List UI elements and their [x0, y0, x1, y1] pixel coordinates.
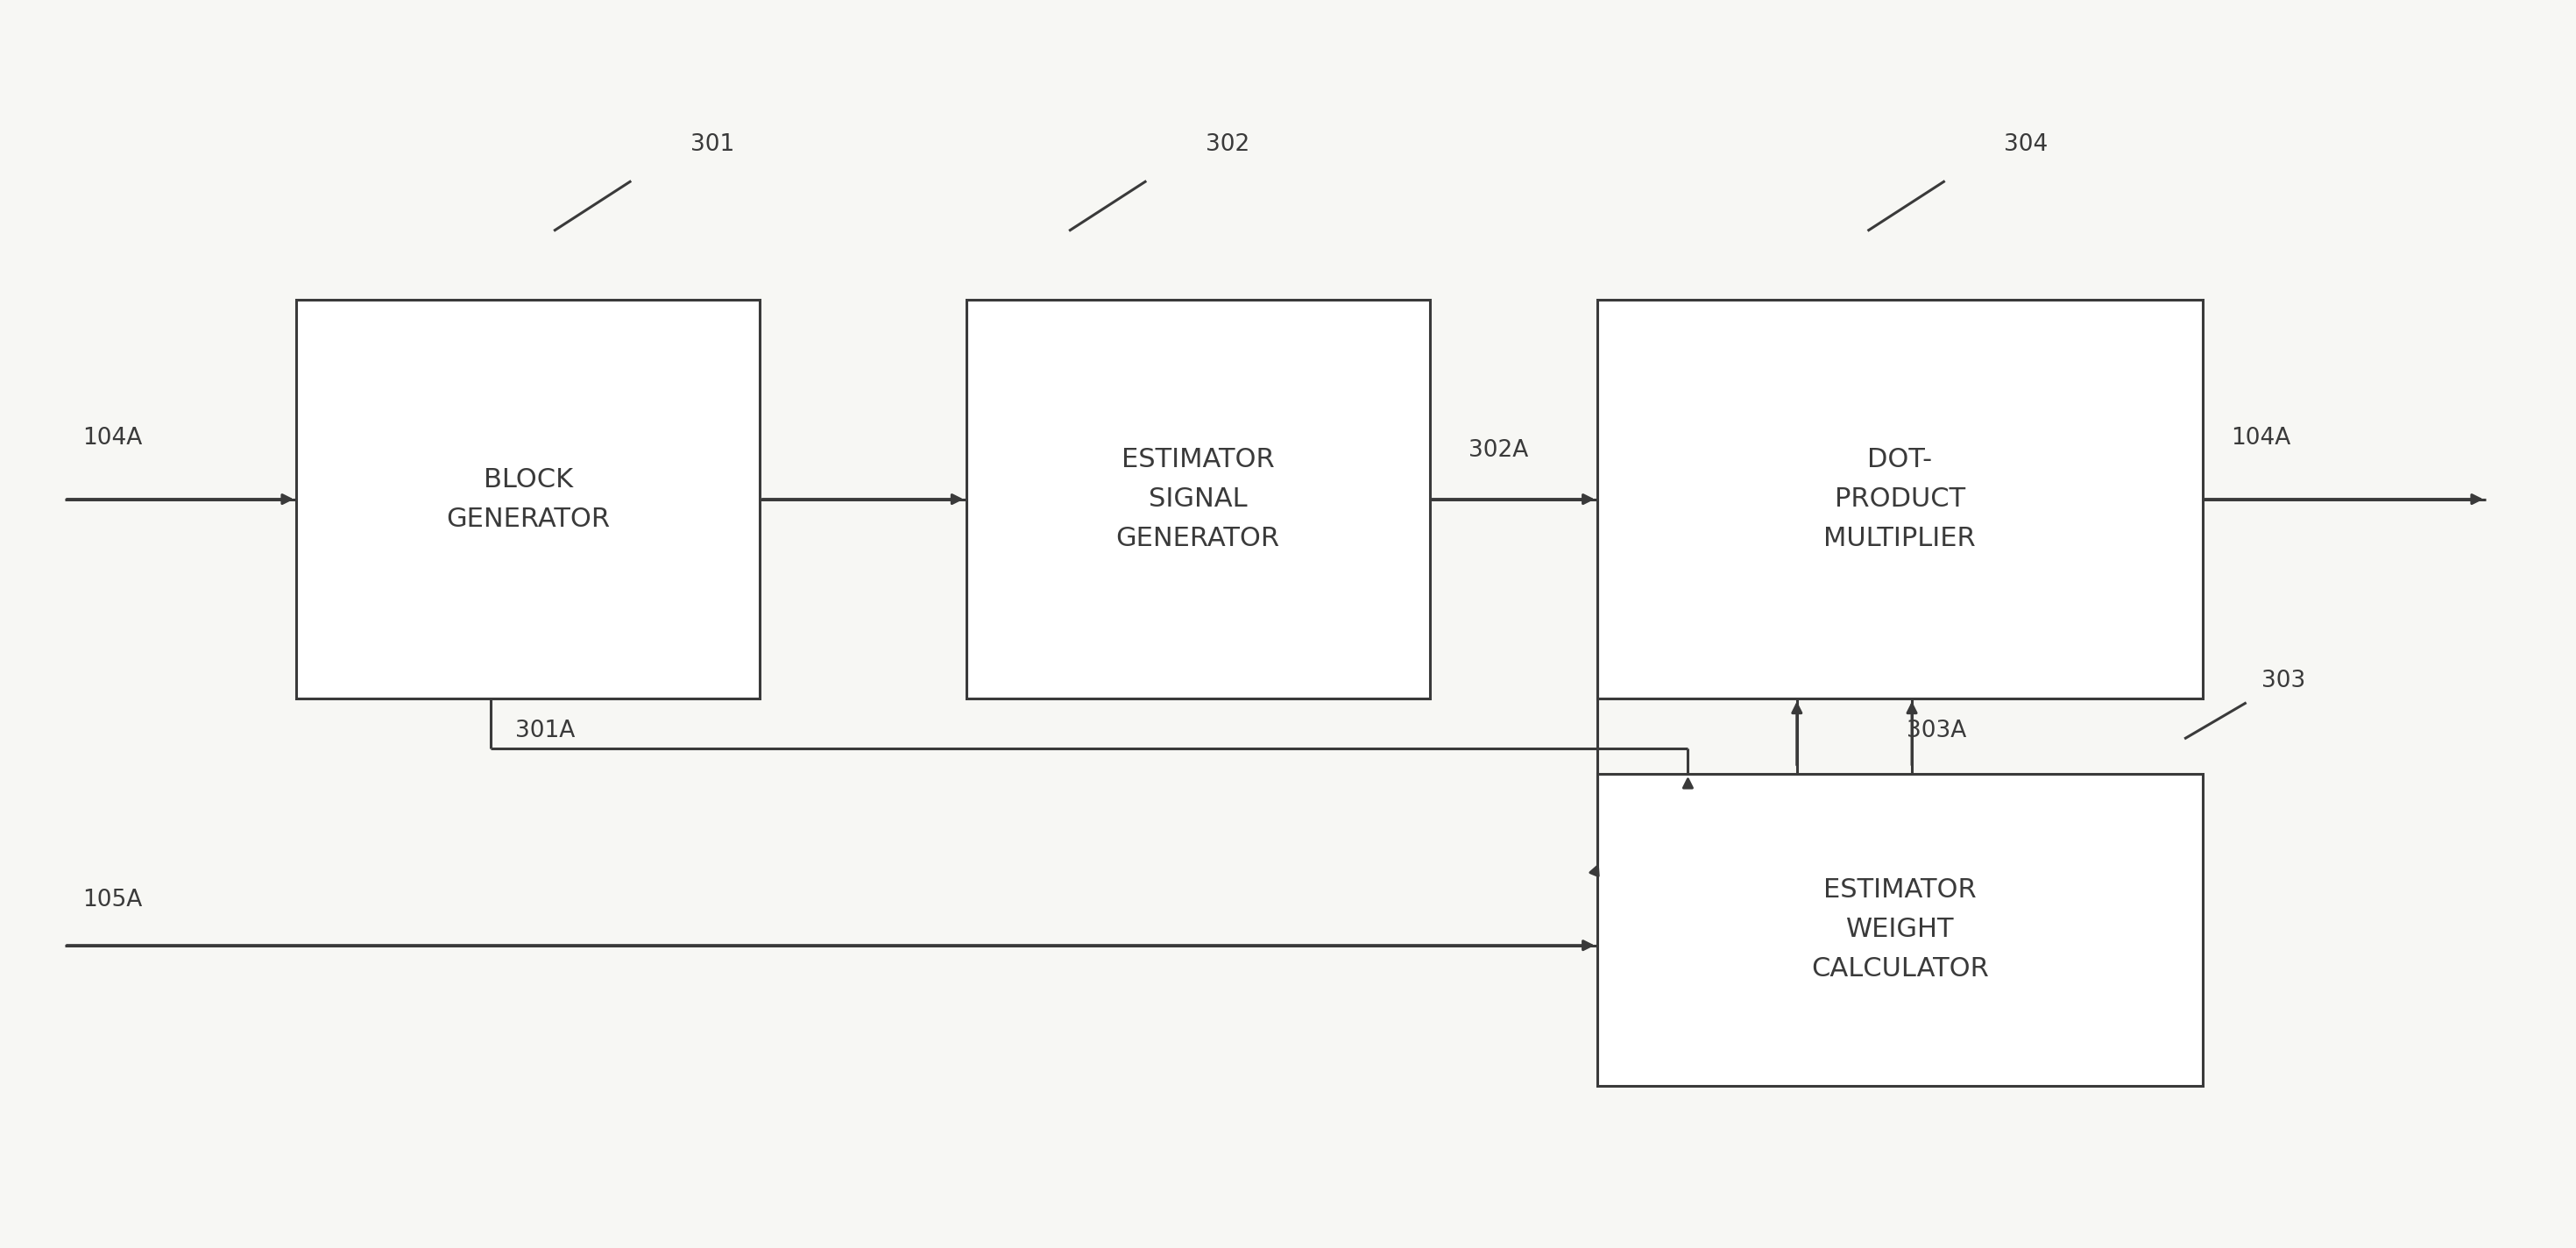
- Text: ESTIMATOR
SIGNAL
GENERATOR: ESTIMATOR SIGNAL GENERATOR: [1115, 447, 1280, 552]
- Text: DOT-
PRODUCT
MULTIPLIER: DOT- PRODUCT MULTIPLIER: [1824, 447, 1976, 552]
- Text: 303: 303: [2262, 670, 2306, 693]
- Text: 302A: 302A: [1468, 439, 1528, 462]
- Text: 302: 302: [1206, 134, 1249, 156]
- Text: BLOCK
GENERATOR: BLOCK GENERATOR: [446, 467, 611, 532]
- Text: 104A: 104A: [2231, 427, 2290, 449]
- Text: 303A: 303A: [1906, 720, 1965, 743]
- Bar: [1597, 300, 2202, 699]
- Text: 105A: 105A: [82, 889, 142, 911]
- Text: 301: 301: [690, 134, 734, 156]
- Text: 304: 304: [2004, 134, 2048, 156]
- Text: 104A: 104A: [82, 427, 142, 449]
- Text: ESTIMATOR
WEIGHT
CALCULATOR: ESTIMATOR WEIGHT CALCULATOR: [1811, 877, 1989, 982]
- Bar: [296, 300, 760, 699]
- Bar: [966, 300, 1430, 699]
- Text: 301A: 301A: [515, 720, 574, 743]
- Bar: [1597, 774, 2202, 1086]
